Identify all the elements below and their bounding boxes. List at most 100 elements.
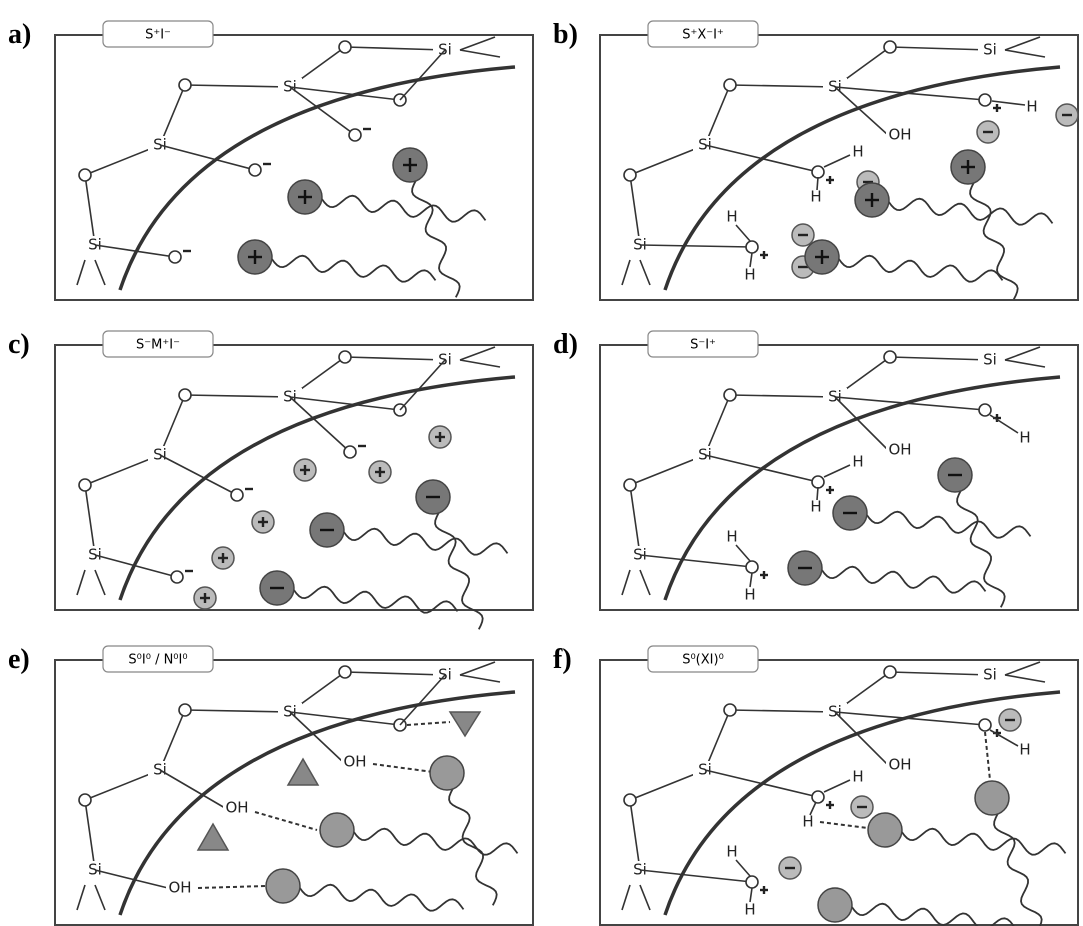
label-tab-text: S⁺I⁻	[145, 28, 171, 43]
atom-label: Si	[283, 703, 297, 721]
panel: S⁻M⁺I⁻SiSiSiSi	[55, 331, 533, 629]
bond	[460, 662, 495, 675]
oxygen-atom	[812, 476, 824, 488]
oxygen-atom	[884, 666, 896, 678]
bond	[460, 50, 500, 57]
atom-label: Si	[698, 446, 712, 464]
atom-label: H	[810, 498, 821, 516]
organic-species	[288, 759, 318, 785]
bond	[730, 395, 835, 397]
atom-label: Si	[983, 666, 997, 684]
atom-label: Si	[983, 41, 997, 59]
bond	[640, 260, 650, 285]
bond	[640, 245, 752, 247]
bond	[835, 87, 888, 135]
atom-label: H	[744, 901, 755, 919]
oxygen-atom	[179, 704, 191, 716]
atom-label: OH	[343, 753, 366, 771]
panel-frame	[55, 345, 533, 610]
oxygen-atom	[624, 479, 636, 491]
bond	[460, 37, 495, 50]
bond	[77, 260, 85, 285]
atom-label: H	[744, 586, 755, 604]
bond	[640, 885, 650, 910]
bond	[705, 770, 818, 797]
panel-letter: f)	[553, 644, 572, 675]
bond	[736, 860, 750, 876]
bond	[95, 260, 105, 285]
oxygen-atom	[249, 164, 261, 176]
bond	[407, 722, 450, 725]
surfactant-head	[818, 888, 852, 922]
bond	[85, 485, 95, 555]
oxygen-atom	[349, 129, 361, 141]
atom-label: Si	[283, 78, 297, 96]
oxygen-atom	[724, 389, 736, 401]
oxygen-atom	[344, 446, 356, 458]
oxygen-atom	[884, 351, 896, 363]
oxygen-atom	[884, 41, 896, 53]
bond	[460, 675, 500, 682]
bond	[290, 712, 343, 762]
bond	[990, 415, 1018, 433]
bond	[460, 360, 500, 367]
atom-label: Si	[153, 761, 167, 779]
bond	[1005, 675, 1045, 682]
label-tab-text: S⁻I⁺	[690, 338, 716, 353]
oxygen-atom	[231, 489, 243, 501]
oxygen-atom	[339, 351, 351, 363]
bond	[77, 885, 85, 910]
panel-letter: a)	[8, 19, 31, 50]
bond	[736, 225, 750, 241]
bond	[820, 822, 868, 828]
oxygen-atom	[624, 169, 636, 181]
bond	[705, 145, 818, 172]
oxygen-atom	[746, 561, 758, 573]
oxygen-atom	[979, 404, 991, 416]
surfactant-tail	[902, 829, 1066, 855]
panel-letter: e)	[8, 644, 30, 675]
bond	[890, 672, 990, 675]
bond	[622, 885, 630, 910]
bond	[705, 455, 818, 482]
bond	[1005, 360, 1045, 367]
bond	[835, 712, 985, 725]
oxygen-atom	[812, 791, 824, 803]
atom-label: H	[1026, 98, 1037, 116]
bond	[185, 710, 290, 712]
oxygen-atom	[169, 251, 181, 263]
panel-letter: b)	[553, 19, 578, 50]
oxygen-atom	[746, 876, 758, 888]
atom-label: OH	[888, 756, 911, 774]
atom-label: Si	[88, 861, 102, 879]
label-tab-text: S⁰I⁰ / N⁰I⁰	[128, 653, 187, 668]
atom-label: Si	[698, 136, 712, 154]
surfactant-head	[430, 756, 464, 790]
bond	[835, 87, 985, 100]
oxygen-atom	[171, 571, 183, 583]
atom-label: OH	[888, 441, 911, 459]
atom-label: H	[810, 188, 821, 206]
bond	[736, 545, 750, 561]
bond	[345, 47, 445, 50]
surfactant-head	[320, 813, 354, 847]
atom-label: Si	[983, 351, 997, 369]
atom-label: Si	[698, 761, 712, 779]
surfactant-head	[975, 781, 1009, 815]
surfactant-tail	[867, 512, 1031, 538]
surfactant-tail	[449, 789, 497, 905]
bond	[345, 672, 445, 675]
bond	[824, 155, 850, 167]
atom-label: Si	[153, 136, 167, 154]
bond	[622, 260, 630, 285]
oxygen-atom	[724, 704, 736, 716]
surfactant-tail	[839, 256, 1003, 282]
bond	[730, 85, 835, 87]
atom-label: Si	[283, 388, 297, 406]
atom-label: OH	[225, 799, 248, 817]
surfactant-head	[868, 813, 902, 847]
bond	[1005, 50, 1045, 57]
bond	[990, 730, 1018, 746]
bond	[622, 570, 630, 595]
bond	[95, 885, 105, 910]
